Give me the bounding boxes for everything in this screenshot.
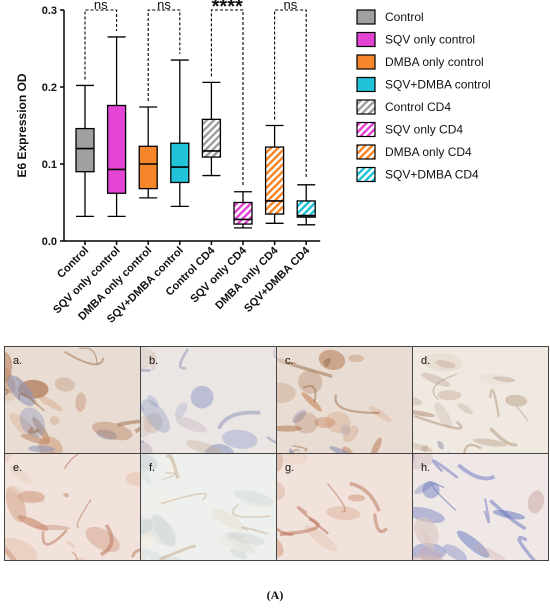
comparison-bracket [274, 9, 307, 179]
significance-label: ns [157, 0, 171, 12]
box-iqr [233, 201, 253, 225]
micrograph-label: g. [285, 462, 295, 474]
y-tick-label: 0.0 [42, 236, 57, 248]
x-tick-label: SQV only CD4 [188, 244, 249, 305]
micrograph-label: c. [285, 355, 294, 367]
significance-label: ns [94, 0, 108, 12]
y-tick-label: 0.2 [42, 82, 57, 94]
box-5 [201, 81, 222, 177]
micrograph-panel: d. [412, 346, 549, 454]
box-iqr [201, 118, 222, 158]
box-2 [106, 36, 127, 218]
box-iqr [75, 127, 95, 173]
legend-label: SQV only control [385, 33, 475, 47]
legend-item: SQV+DMBA CD4 [356, 166, 479, 183]
micrograph-panel: e. [4, 453, 141, 561]
box-iqr [264, 146, 285, 215]
tissue-image [277, 347, 412, 453]
legend-label: SQV+DMBA control [385, 78, 491, 92]
legend-swatch [356, 76, 376, 93]
legend-item: SQV only control [356, 31, 475, 48]
tissue-image [141, 347, 276, 453]
legend-swatch [356, 144, 376, 160]
legend-swatch [356, 121, 376, 138]
micrograph-label: f. [149, 462, 156, 474]
tissue-image [5, 454, 140, 560]
micrograph-label: h. [421, 462, 431, 474]
micrograph-label: a. [13, 355, 23, 367]
tissue-image [141, 454, 276, 560]
box-iqr [296, 200, 316, 218]
micrograph-panel: b. [140, 346, 277, 454]
micrograph-panel: c. [276, 346, 413, 454]
micrograph-panel: h. [412, 453, 549, 561]
significance-label: ns [284, 0, 298, 12]
micrograph-label: d. [421, 355, 431, 367]
legend-item: SQV only CD4 [356, 121, 463, 138]
legend-swatch [356, 31, 376, 48]
box-iqr [106, 104, 127, 194]
box-6 [233, 191, 253, 229]
legend-item: Control CD4 [356, 99, 451, 115]
comparison-bracket [210, 9, 244, 186]
box-plot-chart: 0.0 0.1 0.2 0.3 E6 Expression OD Control SQV o… [15, 0, 491, 326]
legend-label: SQV only CD4 [385, 123, 463, 137]
legend-item: DMBA only control [356, 54, 484, 70]
legend-label: Control CD4 [385, 100, 451, 114]
tissue-image [277, 454, 412, 560]
y-tick-label: 0.1 [42, 159, 57, 171]
micrograph-grid: a. b. c. d. e. f. g. h. [4, 346, 549, 561]
legend-swatch [356, 99, 376, 115]
legend-swatch [356, 54, 376, 70]
comparison-bracket [147, 9, 181, 102]
tissue-image [5, 347, 140, 453]
legend-swatch [356, 9, 376, 25]
box-iqr [170, 142, 190, 184]
legend-swatch [356, 166, 376, 183]
micrograph-label: b. [149, 355, 159, 367]
significance-label: **** [212, 0, 243, 18]
box-7 [264, 124, 285, 224]
figure-caption: (A) [266, 588, 284, 602]
box-3 [138, 106, 158, 199]
legend-label: SQV+DMBA CD4 [385, 168, 479, 182]
tissue-image [413, 347, 548, 453]
legend-label: Control [385, 10, 424, 24]
y-tick-label: 0.3 [42, 5, 57, 17]
box-8 [296, 184, 316, 226]
tissue-image [413, 454, 548, 560]
legend-item: DMBA only CD4 [356, 144, 472, 160]
box-4 [170, 59, 190, 208]
micrograph-label: e. [13, 462, 23, 474]
y-axis-title: E6 Expression OD [15, 73, 29, 177]
micrograph-panel: g. [276, 453, 413, 561]
legend-label: DMBA only CD4 [385, 145, 472, 159]
comparison-bracket [84, 9, 118, 80]
micrograph-panel: a. [4, 346, 141, 454]
box-iqr [138, 145, 158, 190]
legend-item: SQV+DMBA control [356, 76, 491, 93]
legend-label: DMBA only control [385, 55, 484, 69]
legend-item: Control [356, 9, 424, 25]
micrograph-panel: f. [140, 453, 277, 561]
box-1 [75, 84, 95, 218]
